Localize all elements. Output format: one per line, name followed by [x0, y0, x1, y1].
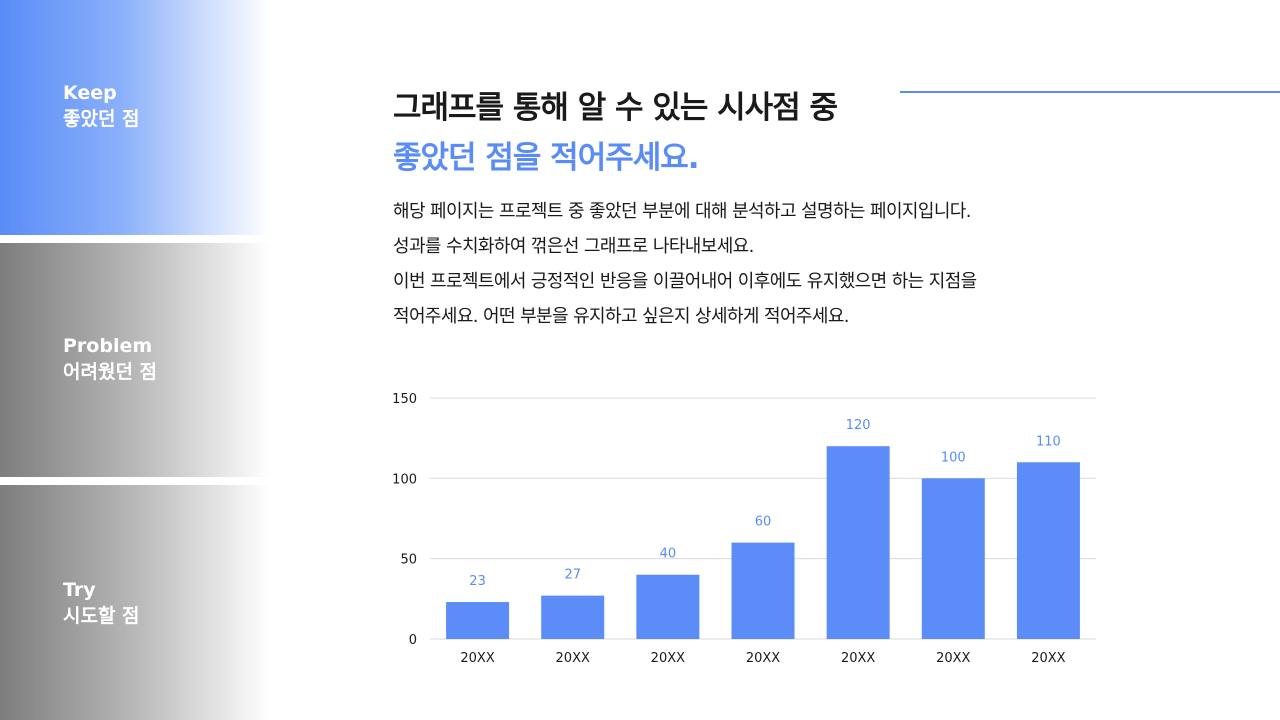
- sidebar-label-keep: Keep 좋았던 점: [63, 80, 140, 132]
- sidebar-keep-subtitle: 좋았던 점: [63, 108, 140, 130]
- description-line: 이번 프로젝트에서 긍정적인 반응을 이끌어내어 이후에도 유지했으면 하는 지…: [393, 271, 977, 292]
- bar-chart: 0 50 100 150 23 20XX 27 20XX 40 20XX 60 20XX 120 20XX…: [392, 392, 1096, 666]
- bar: [636, 574, 700, 639]
- y-tick-label: 0: [409, 633, 417, 648]
- x-tick-label: 20XX: [746, 651, 780, 666]
- bar: [826, 446, 890, 639]
- description: 해당 페이지는 프로젝트 중 좋았던 부분에 대해 분석하고 설명하는 페이지입…: [393, 194, 1123, 334]
- bar-value-label: 40: [660, 547, 677, 562]
- bar: [731, 542, 795, 639]
- x-tick-label: 20XX: [556, 651, 590, 666]
- y-tick-label: 100: [392, 472, 417, 487]
- sidebar-section-try: Try 시도할 점: [0, 485, 270, 720]
- bar-value-label: 110: [1036, 434, 1061, 449]
- page-title-highlight: 좋았던 점을 적어주세요.: [393, 140, 700, 176]
- y-tick-label: 150: [392, 392, 417, 407]
- x-tick-label: 20XX: [1031, 651, 1065, 666]
- bar: [446, 602, 510, 639]
- bar-value-label: 27: [564, 568, 581, 583]
- description-line: 적어주세요. 어떤 부분을 유지하고 싶은지 상세하게 적어주세요.: [393, 306, 850, 327]
- bar: [541, 595, 605, 639]
- bar-value-label: 60: [755, 515, 772, 530]
- sidebar-keep-title: Keep: [63, 82, 117, 104]
- sidebar-try-subtitle: 시도할 점: [63, 605, 140, 627]
- y-tick-label: 50: [400, 553, 417, 568]
- bar: [1016, 462, 1080, 639]
- page-title: 그래프를 통해 알 수 있는 시사점 중: [393, 90, 838, 126]
- title-accent-line: [900, 91, 1280, 93]
- sidebar-problem-title: Problem: [63, 335, 153, 357]
- description-line: 해당 페이지는 프로젝트 중 좋았던 부분에 대해 분석하고 설명하는 페이지입…: [393, 201, 972, 222]
- x-tick-label: 20XX: [936, 651, 970, 666]
- sidebar-section-keep: Keep 좋았던 점: [0, 0, 270, 235]
- bar-value-label: 120: [846, 418, 871, 433]
- description-line: 성과를 수치화하여 꺾은선 그래프로 나타내보세요.: [393, 236, 754, 257]
- sidebar-label-try: Try 시도할 점: [63, 577, 140, 629]
- bar-value-label: 23: [469, 574, 486, 589]
- sidebar-try-title: Try: [63, 579, 96, 601]
- bar: [921, 478, 985, 639]
- sidebar-label-problem: Problem 어려웠던 점: [63, 333, 157, 385]
- x-tick-label: 20XX: [841, 651, 875, 666]
- bar-value-label: 100: [941, 450, 966, 465]
- sidebar-section-problem: Problem 어려웠던 점: [0, 243, 270, 477]
- sidebar-problem-subtitle: 어려웠던 점: [63, 361, 158, 383]
- x-tick-label: 20XX: [651, 651, 685, 666]
- x-tick-label: 20XX: [460, 651, 494, 666]
